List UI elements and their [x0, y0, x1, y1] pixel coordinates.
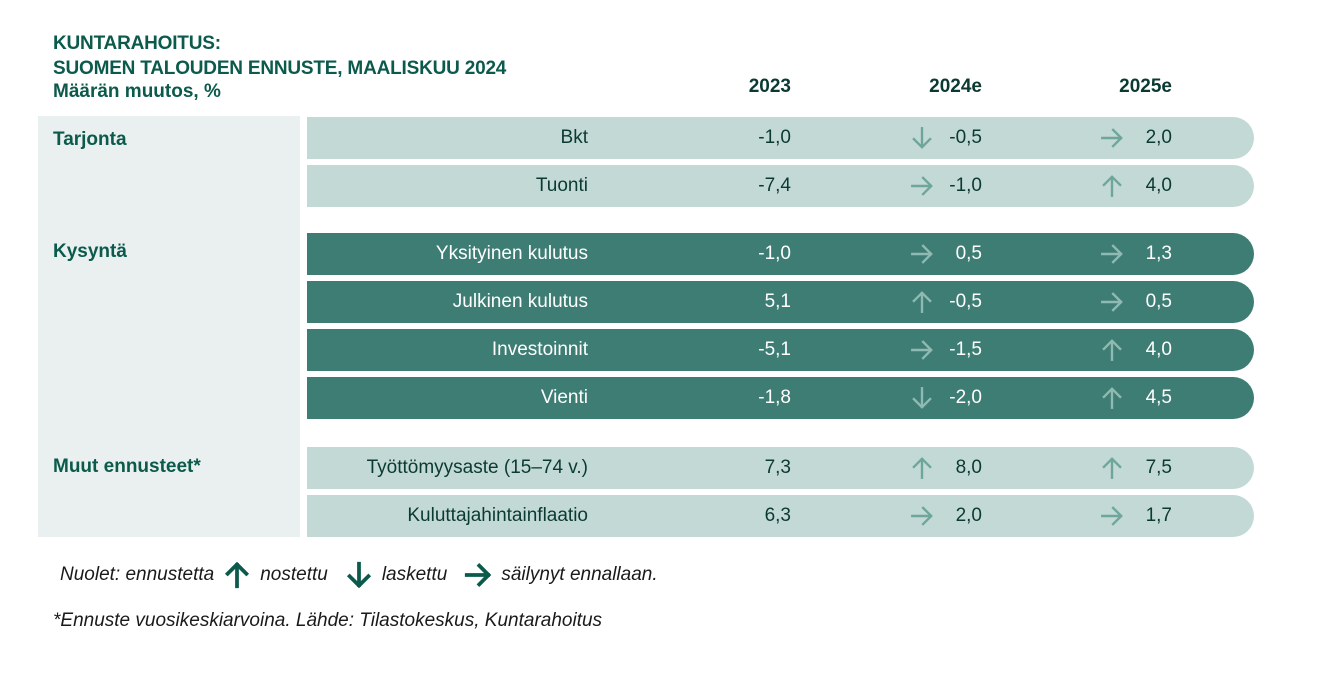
value-2024e: 0,5 — [955, 243, 982, 264]
arrow-right-icon — [1099, 125, 1125, 151]
table-row: Bkt -1,0 -0,5 2,0 — [307, 117, 1254, 159]
value-2023: 7,3 — [764, 457, 791, 478]
legend-prefix: Nuolet: ennustetta — [60, 564, 215, 585]
table-row: Julkinen kulutus 5,1 -0,5 0,5 — [307, 281, 1254, 323]
value-2023: 5,1 — [764, 291, 791, 312]
legend-right-label: säilynyt ennallaan. — [501, 564, 658, 585]
arrow-legend: Nuolet: ennustetta nostettu laskettu säi… — [60, 560, 658, 590]
value-2023: -7,4 — [758, 175, 791, 196]
arrow-right-icon — [463, 560, 493, 590]
row-label: Vienti — [540, 387, 588, 408]
arrow-up-icon — [909, 289, 935, 315]
arrow-up-icon — [222, 560, 252, 590]
arrow-right-icon — [909, 241, 935, 267]
year-header-2024e: 2024e — [929, 76, 982, 97]
arrow-up-icon — [1099, 173, 1125, 199]
arrow-up-icon — [1099, 455, 1125, 481]
arrow-down-icon — [909, 385, 935, 411]
value-2023: -5,1 — [758, 339, 791, 360]
year-header-2023: 2023 — [748, 76, 791, 97]
value-2025e: 1,3 — [1145, 243, 1172, 264]
table-row: Investoinnit -5,1 -1,5 4,0 — [307, 329, 1254, 371]
arrow-right-icon — [1099, 503, 1125, 529]
table-row: Tuonti -7,4 -1,0 4,0 — [307, 165, 1254, 207]
value-2024e: 2,0 — [955, 505, 982, 526]
arrow-right-icon — [909, 503, 935, 529]
arrow-up-icon — [1099, 337, 1125, 363]
value-2024e: -1,5 — [949, 339, 982, 360]
row-label: Julkinen kulutus — [452, 291, 588, 312]
year-header-2025e: 2025e — [1119, 76, 1172, 97]
row-label: Tuonti — [535, 175, 588, 196]
table-row: Vienti -1,8 -2,0 4,5 — [307, 377, 1254, 419]
arrow-down-icon — [909, 125, 935, 151]
value-2024e: -2,0 — [949, 387, 982, 408]
title-block: KUNTARAHOITUS: SUOMEN TALOUDEN ENNUSTE, … — [53, 30, 506, 103]
row-label: Bkt — [560, 127, 588, 148]
value-2024e: -1,0 — [949, 175, 982, 196]
value-2025e: 0,5 — [1145, 291, 1172, 312]
value-2024e: -0,5 — [949, 127, 982, 148]
table-row: Yksityinen kulutus -1,0 0,5 1,3 — [307, 233, 1254, 275]
table-row: Työttömyysaste (15–74 v.) 7,3 8,0 7,5 — [307, 447, 1254, 489]
value-2025e: 4,0 — [1145, 339, 1172, 360]
group-label-other: Muut ennusteet* — [53, 456, 201, 477]
legend-up-label: nostettu — [260, 564, 328, 585]
value-2023: -1,0 — [758, 127, 791, 148]
value-2025e: 1,7 — [1145, 505, 1172, 526]
value-2025e: 4,0 — [1145, 175, 1172, 196]
arrow-down-icon — [344, 560, 374, 590]
arrow-up-icon — [909, 455, 935, 481]
group-label-demand: Kysyntä — [53, 241, 127, 262]
value-2023: -1,0 — [758, 243, 791, 264]
row-label: Investoinnit — [491, 339, 588, 360]
value-2025e: 2,0 — [1145, 127, 1172, 148]
value-2025e: 4,5 — [1145, 387, 1172, 408]
value-2025e: 7,5 — [1145, 457, 1172, 478]
row-label: Yksityinen kulutus — [435, 243, 588, 264]
arrow-up-icon — [1099, 385, 1125, 411]
unit-subtitle: Määrän muutos, % — [53, 81, 221, 102]
row-label: Kuluttajahintainflaatio — [407, 505, 588, 526]
value-2023: 6,3 — [764, 505, 791, 526]
title-line-2: SUOMEN TALOUDEN ENNUSTE, MAALISKUU 2024 — [53, 58, 507, 79]
arrow-right-icon — [1099, 289, 1125, 315]
group-label-supply: Tarjonta — [53, 129, 127, 150]
row-label: Työttömyysaste (15–74 v.) — [366, 457, 588, 478]
value-2024e: -0,5 — [949, 291, 982, 312]
title-line-1: KUNTARAHOITUS: — [53, 33, 221, 54]
source-footnote: *Ennuste vuosikeskiarvoina. Lähde: Tilas… — [53, 610, 603, 631]
legend-down-label: laskettu — [381, 564, 448, 585]
arrow-right-icon — [1099, 241, 1125, 267]
table-row: Kuluttajahintainflaatio 6,3 2,0 1,7 — [307, 495, 1254, 537]
arrow-right-icon — [909, 173, 935, 199]
arrow-right-icon — [909, 337, 935, 363]
group-label-panel — [38, 116, 300, 537]
value-2023: -1,8 — [758, 387, 791, 408]
value-2024e: 8,0 — [955, 457, 982, 478]
